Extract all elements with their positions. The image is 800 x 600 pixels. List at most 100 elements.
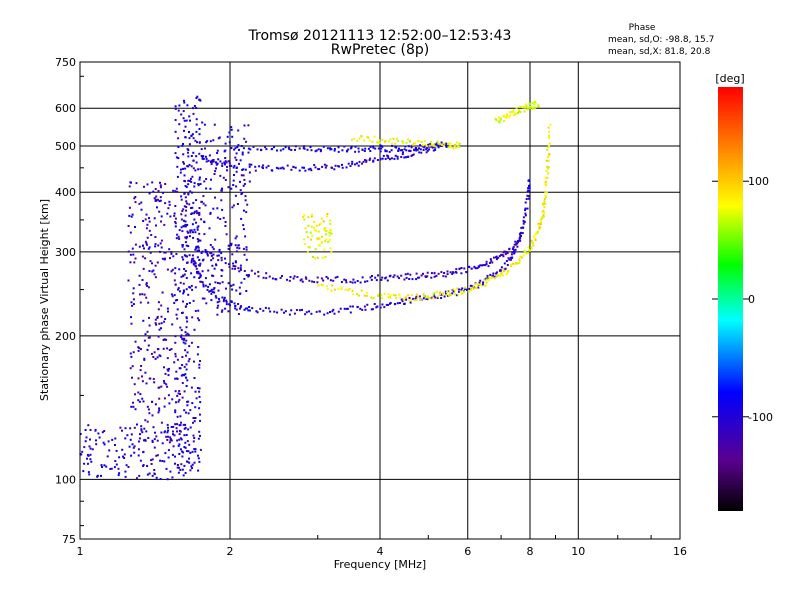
data-point bbox=[183, 162, 185, 165]
data-point bbox=[495, 275, 498, 277]
data-point bbox=[182, 474, 185, 477]
data-point bbox=[233, 164, 236, 167]
data-point bbox=[522, 226, 525, 229]
data-point bbox=[412, 142, 415, 145]
data-point bbox=[241, 153, 244, 156]
data-point bbox=[209, 187, 212, 190]
data-point bbox=[197, 183, 200, 185]
data-point bbox=[426, 275, 429, 278]
data-point bbox=[190, 259, 193, 262]
data-point bbox=[265, 272, 268, 275]
data-point bbox=[483, 284, 486, 287]
data-point bbox=[137, 454, 140, 457]
data-point bbox=[183, 119, 186, 122]
data-point bbox=[548, 142, 551, 145]
data-point bbox=[519, 111, 522, 113]
data-point bbox=[129, 231, 132, 234]
data-point bbox=[193, 182, 196, 185]
data-point bbox=[184, 220, 187, 223]
data-point bbox=[183, 337, 186, 340]
data-point bbox=[174, 455, 176, 458]
data-point bbox=[157, 386, 160, 389]
data-point bbox=[166, 357, 169, 360]
data-point bbox=[231, 288, 234, 291]
data-point bbox=[216, 254, 219, 257]
data-point bbox=[149, 251, 152, 254]
data-point bbox=[328, 231, 331, 234]
data-point bbox=[187, 428, 190, 431]
data-point bbox=[453, 143, 456, 146]
data-point bbox=[177, 235, 180, 238]
data-point bbox=[519, 232, 521, 235]
data-point bbox=[304, 276, 307, 279]
data-point bbox=[141, 293, 144, 296]
data-point bbox=[436, 296, 439, 299]
data-point bbox=[189, 229, 192, 232]
data-point bbox=[143, 339, 146, 342]
data-point bbox=[351, 138, 353, 141]
data-point bbox=[265, 166, 268, 169]
data-point bbox=[219, 160, 222, 163]
data-point bbox=[310, 312, 313, 315]
x-tick-label: 2 bbox=[227, 545, 234, 558]
data-point bbox=[190, 207, 192, 209]
data-point bbox=[197, 168, 200, 171]
data-point bbox=[323, 313, 326, 316]
data-point bbox=[189, 469, 192, 472]
data-point bbox=[286, 278, 288, 281]
data-point bbox=[182, 275, 185, 278]
data-point bbox=[545, 170, 548, 173]
data-point bbox=[317, 148, 320, 151]
data-point bbox=[333, 148, 336, 150]
data-point bbox=[150, 352, 153, 355]
data-point bbox=[185, 354, 187, 357]
data-point bbox=[170, 426, 173, 428]
data-point bbox=[396, 155, 399, 158]
data-point bbox=[238, 247, 241, 250]
data-point bbox=[387, 293, 390, 296]
data-point bbox=[211, 264, 214, 267]
data-point bbox=[244, 168, 247, 171]
data-point bbox=[198, 152, 201, 155]
data-point bbox=[364, 280, 366, 283]
data-point bbox=[344, 288, 347, 291]
data-point bbox=[329, 229, 332, 232]
data-point bbox=[396, 275, 399, 278]
data-point bbox=[192, 107, 194, 110]
data-point bbox=[366, 280, 369, 283]
data-point bbox=[188, 115, 191, 118]
data-point bbox=[288, 279, 291, 282]
data-point bbox=[184, 223, 187, 226]
data-point bbox=[232, 204, 235, 207]
data-point bbox=[542, 214, 545, 217]
data-point bbox=[192, 257, 195, 260]
data-point bbox=[526, 207, 529, 210]
data-point bbox=[85, 436, 88, 439]
data-point bbox=[124, 475, 127, 478]
data-point bbox=[187, 183, 190, 186]
data-point bbox=[206, 250, 209, 253]
data-point bbox=[543, 198, 546, 201]
data-point bbox=[487, 279, 490, 282]
data-point bbox=[423, 140, 426, 143]
data-point bbox=[178, 398, 181, 401]
data-point bbox=[243, 178, 246, 181]
data-point bbox=[178, 123, 181, 126]
data-point bbox=[180, 374, 183, 377]
data-point bbox=[381, 138, 384, 141]
data-point bbox=[198, 363, 201, 366]
data-point bbox=[176, 439, 179, 442]
data-point bbox=[194, 248, 197, 251]
data-point bbox=[482, 283, 484, 286]
data-point bbox=[444, 275, 447, 278]
data-point bbox=[464, 286, 466, 289]
data-point bbox=[465, 271, 468, 274]
data-point bbox=[524, 251, 527, 254]
data-point bbox=[380, 278, 383, 281]
data-point bbox=[167, 374, 170, 377]
data-point bbox=[192, 137, 195, 140]
data-point bbox=[369, 157, 372, 160]
data-point bbox=[309, 146, 312, 149]
data-point bbox=[181, 244, 184, 246]
data-point bbox=[115, 449, 118, 452]
